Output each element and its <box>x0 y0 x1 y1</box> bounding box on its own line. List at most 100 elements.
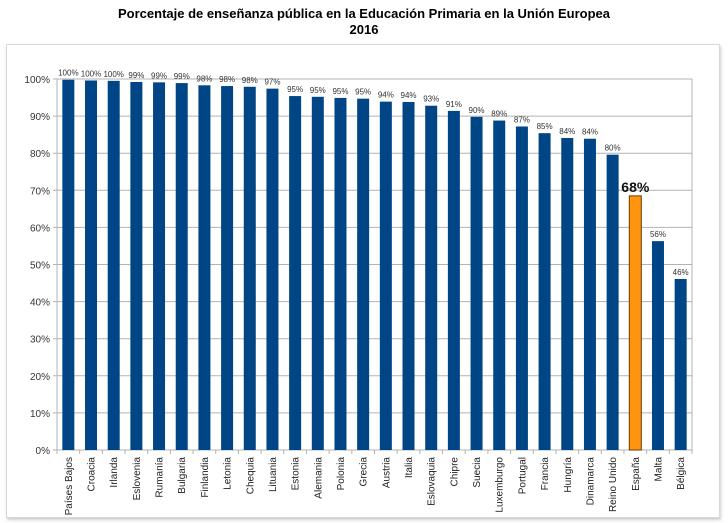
data-label: 84% <box>582 128 598 137</box>
x-category-label: Luxemburgo <box>495 457 506 513</box>
x-category-label: Estonia <box>291 457 302 491</box>
y-tick-label: 70% <box>30 186 50 197</box>
bar <box>606 154 619 450</box>
data-label: 93% <box>423 95 439 104</box>
bar <box>583 138 596 450</box>
bar <box>334 97 347 451</box>
data-label: 94% <box>378 91 394 100</box>
y-tick-label: 30% <box>30 335 50 346</box>
chart-subtitle: 2016 <box>349 22 379 37</box>
x-category-label: Austria <box>381 457 392 489</box>
bar <box>651 241 664 450</box>
x-category-label: Eslovaquia <box>427 457 438 506</box>
x-category-label: Suecia <box>472 457 483 488</box>
y-tick-label: 50% <box>30 261 50 272</box>
bar <box>62 79 75 450</box>
x-category-label: Alemania <box>313 457 324 499</box>
y-tick-label: 0% <box>36 446 51 457</box>
data-label: 95% <box>310 86 326 95</box>
data-label: 98% <box>219 75 235 84</box>
x-category-label: Hungría <box>563 457 574 493</box>
bar <box>107 80 120 450</box>
data-label: 99% <box>151 71 167 80</box>
data-label: 89% <box>491 110 507 119</box>
data-label: 80% <box>605 144 621 153</box>
bar <box>515 126 528 450</box>
data-label: 100% <box>103 70 123 79</box>
x-category-label: Rumanía <box>155 457 166 498</box>
x-category-label: Portugal <box>517 457 528 494</box>
chart-title-text: Porcentaje de enseñanza pública en la Ed… <box>118 6 610 21</box>
x-category-label: Malta <box>653 457 664 482</box>
data-label: 97% <box>264 78 280 87</box>
x-category-label: Reino Unido <box>608 457 619 512</box>
bar <box>243 86 256 450</box>
data-label: 95% <box>287 85 303 94</box>
bar <box>379 101 392 451</box>
bar <box>85 80 98 450</box>
bar <box>266 88 279 450</box>
x-category-label: Grecia <box>359 457 370 487</box>
bar <box>221 86 234 450</box>
chart-frame <box>6 44 720 518</box>
bar <box>311 96 324 451</box>
x-category-label: Países Bajos <box>64 457 75 515</box>
chart-title: Porcentaje de enseñanza pública en la Ed… <box>0 6 728 38</box>
x-category-label: Bulgaria <box>177 457 188 494</box>
data-label: 100% <box>81 69 101 78</box>
data-label: 90% <box>469 106 485 115</box>
y-tick-label: 80% <box>30 149 50 160</box>
y-tick-label: 40% <box>30 298 50 309</box>
data-label: 95% <box>332 87 348 96</box>
bar <box>425 105 438 450</box>
data-label: 100% <box>58 69 78 78</box>
bar <box>493 120 506 450</box>
x-category-label: Lituania <box>268 457 279 492</box>
x-category-label: Dinamarca <box>585 457 596 506</box>
data-label: 91% <box>446 100 462 109</box>
bar <box>538 133 551 450</box>
bar <box>130 81 143 450</box>
x-category-label: Irlanda <box>109 457 120 488</box>
bar <box>561 137 574 450</box>
data-label: 84% <box>559 127 575 136</box>
bar <box>402 102 415 450</box>
y-tick-label: 100% <box>24 75 50 86</box>
y-tick-label: 10% <box>30 409 50 420</box>
x-category-label: Italia <box>404 457 415 479</box>
data-label: 87% <box>514 115 530 124</box>
bar <box>198 85 211 450</box>
x-category-label: España <box>631 457 642 491</box>
data-label: 98% <box>196 74 212 83</box>
x-category-label: Chequia <box>245 457 256 495</box>
bar <box>447 110 460 450</box>
y-tick-label: 60% <box>30 223 50 234</box>
x-category-label: Finlandia <box>200 457 211 498</box>
data-label: 98% <box>242 76 258 85</box>
x-category-label: Francia <box>540 457 551 491</box>
bar <box>289 96 302 450</box>
data-label: 95% <box>355 88 371 97</box>
y-tick-label: 20% <box>30 372 50 383</box>
bar-highlight <box>628 195 642 451</box>
bar <box>153 82 166 451</box>
x-category-label: Bélgica <box>676 457 687 490</box>
x-category-label: Eslovenia <box>132 457 143 501</box>
x-category-label: Croacia <box>87 457 98 492</box>
x-category-label: Polonia <box>336 457 347 491</box>
data-label: 94% <box>401 91 417 100</box>
bar <box>357 98 370 451</box>
bar <box>674 278 687 450</box>
bar <box>175 83 188 451</box>
bar <box>470 116 483 450</box>
data-label: 46% <box>673 268 689 277</box>
data-label: 99% <box>128 71 144 80</box>
data-label: 99% <box>174 72 190 81</box>
data-label: 68% <box>621 179 650 195</box>
x-category-label: Chipre <box>449 457 460 487</box>
y-tick-label: 90% <box>30 112 50 123</box>
x-category-label: Letonia <box>223 457 234 490</box>
data-label: 56% <box>650 230 666 239</box>
data-label: 85% <box>537 122 553 131</box>
